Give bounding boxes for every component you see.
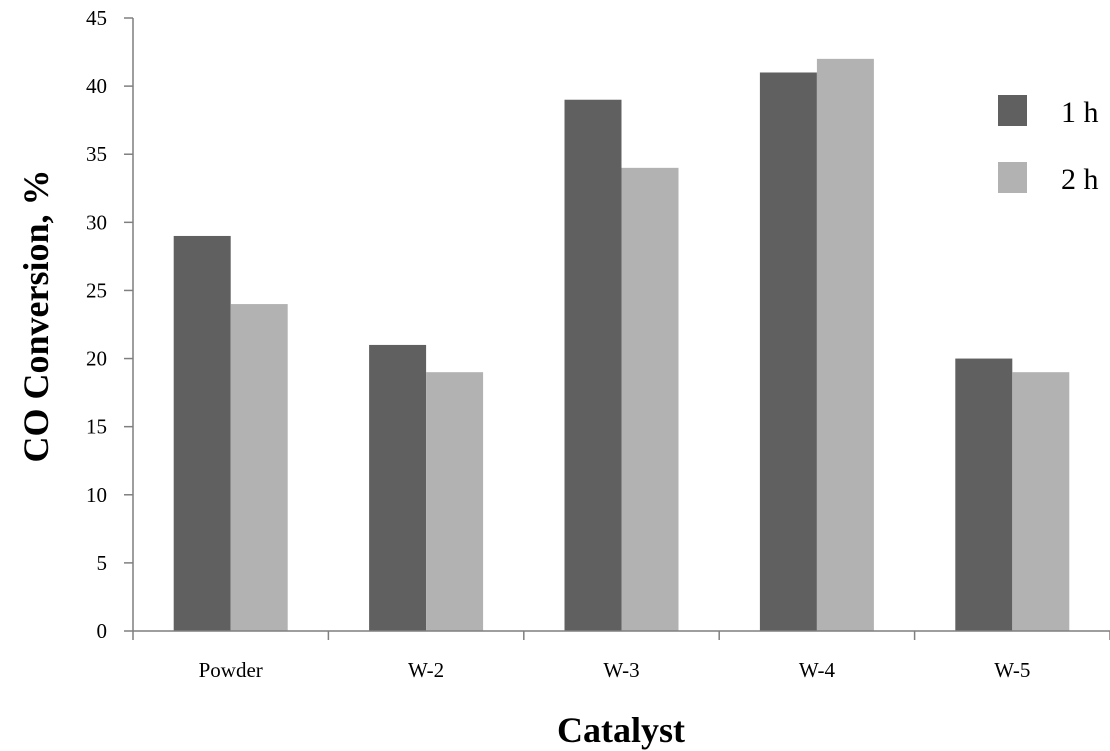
y-tick-label: 20	[86, 347, 107, 371]
y-axis-ticks: 0 5 10 15 20 25 30 35 40 45	[86, 6, 133, 643]
bar-1h-W-2	[369, 344, 427, 631]
bar-1h-Powder	[173, 235, 231, 631]
x-axis-title: Catalyst	[557, 710, 685, 750]
x-category-label: Powder	[199, 658, 263, 682]
y-tick-label: 10	[86, 483, 107, 507]
x-category-label: W-4	[799, 658, 836, 682]
x-category-label: W-3	[603, 658, 639, 682]
x-axis-ticks: Powder W-2 W-3 W-4 W-5	[132, 631, 1110, 682]
bar-2h-W-4	[816, 58, 874, 632]
y-tick-label: 25	[86, 278, 107, 302]
bars	[173, 58, 1070, 632]
bar-1h-W-5	[955, 358, 1013, 631]
y-tick-label: 40	[86, 74, 107, 98]
y-tick-label: 35	[86, 142, 107, 166]
y-tick-label: 5	[97, 551, 108, 575]
y-tick-label: 0	[97, 619, 108, 643]
legend: 1 h 2 h	[998, 95, 1099, 196]
bar-2h-W-3	[621, 167, 679, 631]
y-tick-label: 30	[86, 210, 107, 234]
axes	[132, 18, 1110, 632]
bar-2h-W-5	[1012, 372, 1070, 631]
legend-swatch	[998, 162, 1027, 193]
bar-1h-W-4	[759, 72, 817, 631]
bar-2h-W-2	[426, 372, 484, 631]
bar-2h-Powder	[230, 304, 288, 631]
legend-swatch	[998, 95, 1027, 126]
legend-label: 2 h	[1061, 163, 1099, 196]
y-axis-title: CO Conversion, %	[16, 169, 56, 462]
bar-1h-W-3	[564, 99, 622, 631]
y-tick-label: 15	[86, 415, 107, 439]
x-category-label: W-2	[408, 658, 444, 682]
x-category-label: W-5	[994, 658, 1030, 682]
y-tick-label: 45	[86, 6, 107, 30]
legend-label: 1 h	[1061, 96, 1099, 129]
